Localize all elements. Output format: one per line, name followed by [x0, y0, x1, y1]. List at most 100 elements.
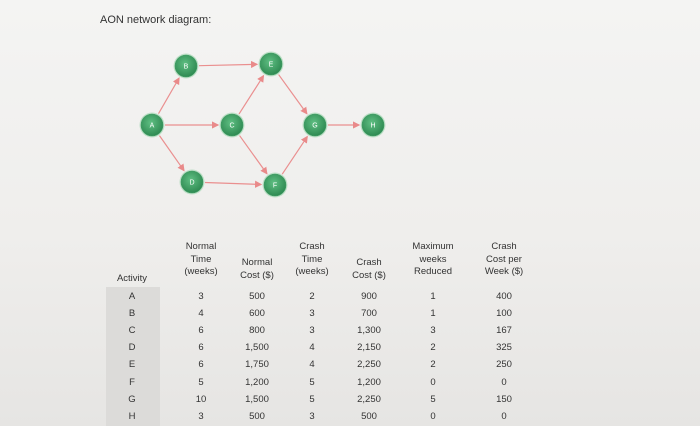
node-c: C	[219, 112, 245, 138]
table-cell: 3	[430, 325, 436, 337]
table-row-activity: B	[128, 308, 136, 320]
node-label: A	[150, 123, 155, 130]
edge-a-b	[157, 77, 180, 115]
node-circle	[174, 54, 198, 78]
node-circle	[220, 113, 244, 137]
nodes-layer: A B C D E F G H	[139, 51, 386, 198]
table-cell: 5	[198, 376, 204, 388]
table-header-cell: Activity	[116, 273, 148, 284]
table-cell: 0	[501, 376, 507, 388]
table-cell: 3	[198, 410, 204, 422]
table-cell: 600	[249, 308, 265, 320]
table-cell: 6	[198, 342, 204, 354]
table-cell: 325	[496, 342, 512, 354]
table-cell: 800	[249, 325, 265, 337]
table-cell: 1	[430, 291, 436, 302]
table-cell: 0	[430, 410, 436, 422]
node-h: H	[360, 112, 386, 138]
table-cell: 3	[309, 308, 315, 320]
node-circle	[263, 173, 287, 197]
edge-c-e	[238, 74, 265, 115]
node-e: E	[258, 51, 284, 77]
table-cell: 3	[309, 325, 315, 337]
node-circle	[259, 52, 283, 76]
table-cell: 700	[361, 308, 377, 320]
table-cell: 900	[361, 291, 377, 302]
table-header-cell: Normal Time (weeks)	[184, 241, 218, 277]
edge-f-g	[281, 135, 308, 175]
table-cell: 0	[501, 410, 507, 422]
node-label: G	[312, 123, 317, 130]
table-cell: 400	[496, 291, 512, 302]
table-cell: 1,500	[245, 342, 269, 354]
table-cell: 1	[430, 308, 436, 320]
table-cell: 1,500	[245, 393, 269, 405]
table-cell: 1,300	[357, 325, 381, 337]
edges-layer	[157, 60, 361, 188]
table-cell: 150	[496, 393, 512, 405]
table-cell: 2	[430, 342, 436, 354]
node-circle	[180, 170, 204, 194]
table-cell: 3	[309, 410, 315, 422]
node-label: B	[184, 64, 189, 71]
table-cell: 100	[496, 308, 512, 320]
table-cell: 4	[309, 359, 315, 371]
table-cell: 1,200	[245, 376, 269, 388]
table-cell: 1,200	[357, 376, 381, 388]
node-circle	[140, 113, 164, 137]
crash-data-table: Activity Normal Time (weeks) Normal Cost (…	[106, 241, 546, 426]
node-b: B	[173, 53, 199, 79]
table-header-cell: Crash Cost ($)	[352, 257, 386, 281]
table-row-activity: E	[128, 359, 136, 371]
table-cell: 4	[198, 308, 204, 320]
table-cell: 167	[496, 325, 512, 337]
table-cell: 2	[430, 359, 436, 371]
table-cell: 500	[249, 291, 265, 302]
node-label: F	[273, 183, 277, 190]
node-label: D	[189, 180, 194, 187]
edge-a-d	[158, 135, 185, 172]
table-row-activity: A	[128, 291, 136, 302]
table-cell: 3	[198, 291, 204, 302]
table-row-activity: F	[129, 376, 135, 388]
table-cell: 2,250	[357, 393, 381, 405]
node-circle	[361, 113, 385, 137]
edge-c-f	[239, 135, 268, 175]
node-g: G	[302, 112, 328, 138]
table-cell: 1,750	[245, 359, 269, 371]
edge-b-e	[198, 60, 259, 69]
node-label: C	[229, 123, 234, 130]
table-cell: 2,150	[357, 342, 381, 354]
table-cell: 500	[361, 410, 377, 422]
table-row-activity: G	[128, 393, 136, 405]
table-cell: 10	[195, 393, 207, 405]
table-cell: 0	[430, 376, 436, 388]
activity-column-shade	[106, 287, 160, 426]
table-row-activity: H	[128, 410, 136, 422]
table-header-cell: Crash Time (weeks)	[295, 241, 329, 277]
table-row-activity: D	[128, 342, 136, 354]
table-cell: 5	[309, 376, 315, 388]
node-a: A	[139, 112, 165, 138]
node-label: H	[370, 123, 375, 130]
table-cell: 6	[198, 325, 204, 337]
edge-d-f	[204, 180, 263, 188]
page-title: AON network diagram:	[100, 14, 212, 26]
table-header-cell: Crash Cost per Week ($)	[484, 241, 524, 277]
table-cell: 2,250	[357, 359, 381, 371]
table-cell: 250	[496, 359, 512, 371]
node-d: D	[179, 169, 205, 195]
table-cell: 2	[309, 291, 315, 302]
table-header-cell: Maximum weeks Reduced	[412, 241, 454, 277]
edge-e-g	[278, 74, 308, 115]
table-cell: 4	[309, 342, 315, 354]
node-label: E	[269, 62, 274, 69]
table-header-cell: Normal Cost ($)	[240, 257, 274, 281]
node-circle	[303, 113, 327, 137]
table-row-activity: C	[128, 325, 136, 337]
node-f: F	[262, 172, 288, 198]
table-cell: 500	[249, 410, 265, 422]
table-cell: 5	[430, 393, 436, 405]
